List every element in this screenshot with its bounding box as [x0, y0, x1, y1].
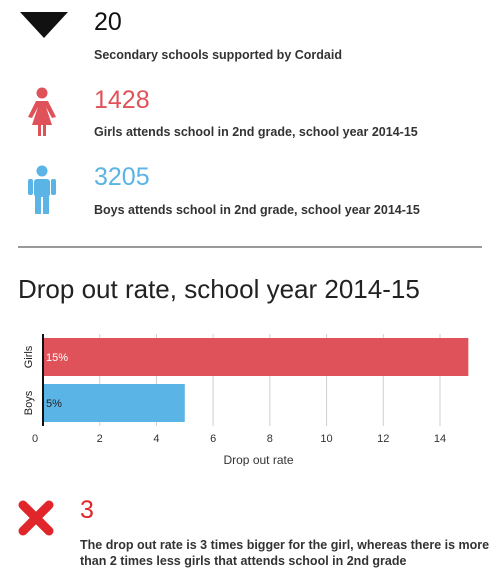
stat-caption: Secondary schools supported by Cordaid: [94, 48, 342, 62]
dropout-bar-chart: 15% Girls 5% Boys 0 2 4 6 8 10 12 14 Drop out rate: [23, 334, 469, 466]
x-axis-label: Drop out rate: [223, 453, 293, 466]
section-divider: [18, 246, 482, 248]
bar-value-label: 5%: [46, 398, 62, 410]
stat-value: 20: [94, 8, 122, 36]
conclusion-value: 3: [80, 496, 94, 524]
stat-value: 3205: [94, 163, 150, 191]
stat-value: 1428: [94, 86, 150, 114]
x-tick-label: 8: [267, 433, 273, 445]
chart-title: Drop out rate, school year 2014-15: [18, 274, 420, 304]
boy-icon: [28, 165, 56, 214]
school-triangle-icon: [20, 12, 68, 38]
bar-girls: [43, 338, 469, 376]
x-tick-label: 6: [210, 433, 216, 445]
stat-caption: Boys attends school in 2nd grade, school…: [94, 203, 420, 217]
x-tick-label: 10: [320, 433, 332, 445]
bar-value-label: 15%: [46, 352, 68, 364]
x-tick-label: 2: [97, 433, 103, 445]
stat-caption: Girls attends school in 2nd grade, schoo…: [94, 125, 418, 139]
x-tick-label: 0: [32, 433, 38, 445]
girl-icon: [28, 87, 56, 136]
x-tick-label: 12: [377, 433, 389, 445]
conclusion-text: The drop out rate is 3 times bigger for …: [80, 538, 490, 568]
category-label: Girls: [23, 345, 35, 368]
x-tick-label: 14: [434, 433, 446, 445]
category-label: Boys: [23, 390, 35, 415]
x-mark-icon: [18, 500, 54, 536]
x-tick-label: 4: [153, 433, 159, 445]
bar-boys: [43, 384, 185, 422]
